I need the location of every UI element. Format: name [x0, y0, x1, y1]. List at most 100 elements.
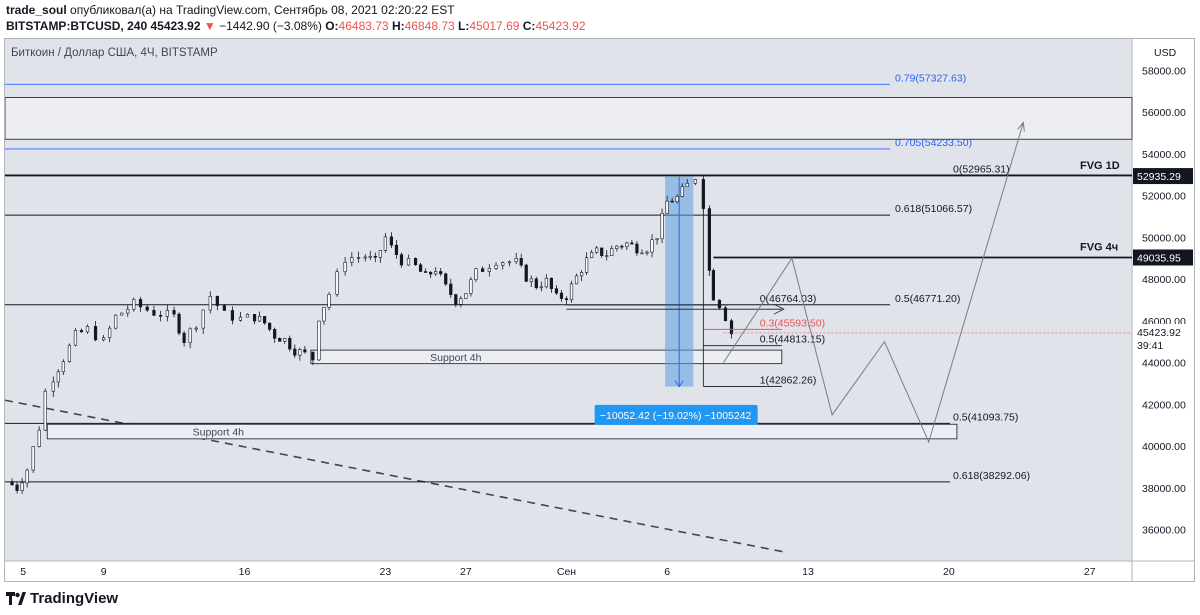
tradingview-footer: TradingView [6, 590, 118, 607]
candle-body [620, 245, 624, 248]
candle-body [132, 299, 136, 310]
x-tick-label: 13 [802, 566, 814, 578]
support-zone [46, 423, 958, 440]
y-tick-label: 56000.00 [1142, 107, 1186, 119]
fib-level-label: 0.618(51066.57) [895, 203, 972, 215]
candle-body [61, 361, 65, 373]
candle-body [610, 248, 614, 256]
candle-body [579, 272, 584, 277]
projection-path [723, 122, 1024, 444]
y-tick-label: 42000.00 [1142, 399, 1186, 411]
candle-body [459, 298, 463, 305]
candle-body [85, 326, 90, 333]
x-tick-label: 27 [460, 566, 472, 578]
candle-body [544, 277, 548, 288]
candle-body [670, 200, 674, 203]
x-tick-label: 23 [380, 566, 392, 578]
candle-body [152, 309, 156, 316]
candle-body [529, 278, 533, 282]
candle-body [406, 258, 411, 266]
price-change: −1442.90 (−3.08%) [219, 19, 322, 33]
candle-body [564, 298, 569, 301]
candle-body [464, 293, 468, 299]
y-tick-label: 40000.00 [1142, 441, 1186, 453]
x-tick-label: 27 [1084, 566, 1096, 578]
candle-body [675, 196, 679, 203]
candle-body [615, 245, 619, 249]
candle-body [37, 429, 41, 447]
last-price: 45423.92 [150, 19, 201, 33]
price-chart[interactable]: 36000.00 38000.00 40000.00 42000.00 44000.00… [5, 39, 1195, 582]
publication-info: опубликовал(а) на TradingView.com, Сентя… [70, 3, 455, 17]
candle-body [439, 271, 443, 275]
x-tick-label: 20 [943, 566, 955, 578]
local-fib-label: 0.5(44813.15) [760, 334, 825, 346]
candle-body [501, 262, 505, 266]
high-label: H: [391, 19, 405, 33]
candle-body [182, 332, 186, 343]
candle-body [507, 261, 512, 264]
fvg-label: FVG 1D [1080, 160, 1120, 172]
candle-body [67, 344, 71, 363]
price-tag-background [1133, 249, 1193, 266]
candle-body [635, 243, 639, 254]
ohlc-bar: BITSTAMP:BTCUSD, 240 45423.92 ▼ −1442.90… [6, 19, 586, 34]
fib-level-label: 0.705(54233.50) [895, 137, 972, 149]
author-name[interactable]: trade_soul [6, 3, 67, 17]
candle-body [444, 273, 448, 285]
candle-body [252, 313, 257, 322]
candle-body [350, 257, 354, 263]
open-label: O: [325, 19, 339, 33]
candle-body [729, 320, 734, 335]
candle-body [373, 255, 377, 258]
candle-body [159, 314, 163, 317]
candle-body [10, 481, 14, 486]
low-value: 45017.69 [469, 19, 520, 33]
candle-body [449, 283, 453, 295]
supply-zone [5, 97, 1133, 140]
tradingview-logo-icon [6, 592, 26, 605]
x-tick-label: 9 [101, 566, 107, 578]
support-zone-label: Support 4h [193, 427, 245, 439]
x-tick-label: 5 [20, 566, 26, 578]
horizontal-arrow-icon [566, 303, 785, 315]
candle-body [73, 330, 78, 346]
candle-body [454, 294, 458, 305]
candle-body [114, 314, 118, 329]
candle-body [145, 306, 149, 311]
candle-body [293, 348, 297, 356]
candle-body [222, 305, 226, 311]
candle-body [399, 254, 404, 266]
candle-countdown: 39:41 [1137, 340, 1163, 352]
candle-body [665, 200, 669, 214]
candle-body [311, 351, 315, 361]
candle-body [600, 247, 604, 256]
candle-body [685, 182, 689, 188]
current-price-value: 45423.92 [1137, 327, 1181, 339]
candle-body [108, 327, 112, 339]
fvg-label: FVG 4ч [1080, 241, 1118, 253]
candle-body [15, 484, 19, 491]
measure-label-background [594, 404, 758, 425]
candle-body [215, 295, 219, 306]
candle-body [434, 271, 438, 275]
candle-body [273, 329, 277, 339]
x-tick-label: 16 [239, 566, 251, 578]
candle-body [660, 213, 664, 240]
candle-body [630, 242, 634, 245]
candle-body [257, 316, 262, 322]
candle-body [711, 270, 715, 301]
y-tick-label: 58000.00 [1142, 65, 1186, 77]
candle-body [494, 264, 498, 269]
candle-body [693, 179, 697, 184]
candle-body [378, 250, 382, 258]
open-value: 46483.73 [338, 19, 389, 33]
candle-body [201, 309, 205, 329]
x-tick-label: Сен [557, 566, 576, 578]
candle-body [208, 295, 212, 311]
candle-body [177, 313, 181, 334]
candle-body [605, 255, 609, 257]
candle-body [20, 482, 24, 491]
candle-body [429, 271, 433, 275]
candle-body [413, 258, 418, 266]
